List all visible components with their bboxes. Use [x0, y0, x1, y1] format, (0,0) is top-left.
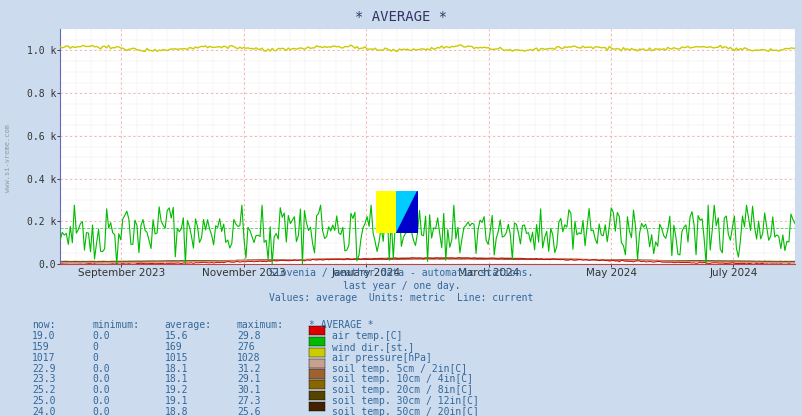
Text: 29.8: 29.8: [237, 331, 260, 341]
Text: wind dir.[st.]: wind dir.[st.]: [331, 342, 413, 352]
Text: 19.0: 19.0: [32, 331, 55, 341]
Text: * AVERAGE *: * AVERAGE *: [355, 10, 447, 25]
Text: maximum:: maximum:: [237, 320, 284, 330]
Text: 24.0: 24.0: [32, 407, 55, 416]
Text: soil temp. 20cm / 8in[C]: soil temp. 20cm / 8in[C]: [331, 385, 472, 395]
Text: 0.0: 0.0: [92, 374, 110, 384]
Text: air temp.[C]: air temp.[C]: [331, 331, 402, 341]
Text: 22.9: 22.9: [32, 364, 55, 374]
Text: 25.2: 25.2: [32, 385, 55, 395]
Text: air pressure[hPa]: air pressure[hPa]: [331, 353, 431, 363]
Text: 1028: 1028: [237, 353, 260, 363]
Text: 27.3: 27.3: [237, 396, 260, 406]
Text: 18.1: 18.1: [164, 364, 188, 374]
Polygon shape: [396, 191, 417, 233]
Text: last year / one day.: last year / one day.: [342, 281, 460, 291]
Text: 18.8: 18.8: [164, 407, 188, 416]
Text: 0: 0: [92, 353, 98, 363]
Polygon shape: [375, 191, 396, 233]
Text: 19.1: 19.1: [164, 396, 188, 406]
Text: soil temp. 50cm / 20in[C]: soil temp. 50cm / 20in[C]: [331, 407, 478, 416]
Text: 0.0: 0.0: [92, 385, 110, 395]
Text: 1015: 1015: [164, 353, 188, 363]
Text: 30.1: 30.1: [237, 385, 260, 395]
Text: soil temp. 5cm / 2in[C]: soil temp. 5cm / 2in[C]: [331, 364, 466, 374]
Text: average:: average:: [164, 320, 212, 330]
Text: now:: now:: [32, 320, 55, 330]
Text: 0: 0: [92, 342, 98, 352]
Text: 0.0: 0.0: [92, 364, 110, 374]
Text: minimum:: minimum:: [92, 320, 140, 330]
Text: * AVERAGE *: * AVERAGE *: [309, 320, 373, 330]
Text: 31.2: 31.2: [237, 364, 260, 374]
Text: Values: average  Units: metric  Line: current: Values: average Units: metric Line: curr…: [269, 293, 533, 303]
Text: 0.0: 0.0: [92, 331, 110, 341]
Text: soil temp. 30cm / 12in[C]: soil temp. 30cm / 12in[C]: [331, 396, 478, 406]
Text: 1017: 1017: [32, 353, 55, 363]
Text: 0.0: 0.0: [92, 396, 110, 406]
Text: 19.2: 19.2: [164, 385, 188, 395]
Polygon shape: [396, 191, 417, 233]
Text: 169: 169: [164, 342, 182, 352]
Text: 25.6: 25.6: [237, 407, 260, 416]
Text: 15.6: 15.6: [164, 331, 188, 341]
Text: Slovenia / weather data - automatic stations.: Slovenia / weather data - automatic stat…: [269, 268, 533, 278]
Text: soil temp. 10cm / 4in[C]: soil temp. 10cm / 4in[C]: [331, 374, 472, 384]
Text: 0.0: 0.0: [92, 407, 110, 416]
Text: 159: 159: [32, 342, 50, 352]
Text: 23.3: 23.3: [32, 374, 55, 384]
Text: www.si-vreme.com: www.si-vreme.com: [5, 124, 11, 192]
Text: 276: 276: [237, 342, 254, 352]
Text: 29.1: 29.1: [237, 374, 260, 384]
Text: 18.1: 18.1: [164, 374, 188, 384]
Text: 25.0: 25.0: [32, 396, 55, 406]
